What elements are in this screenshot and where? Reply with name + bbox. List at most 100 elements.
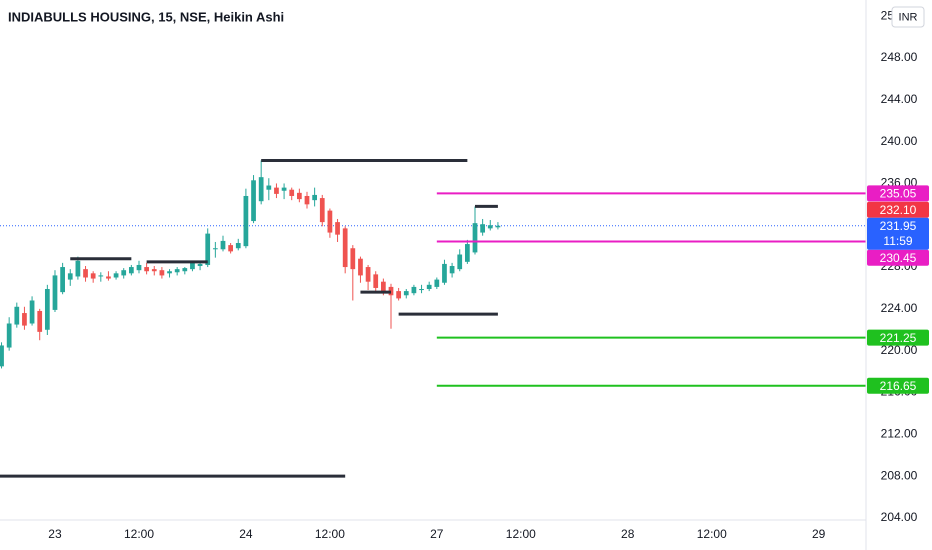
- candle-body: [358, 258, 363, 276]
- y-tick-label: 204.00: [881, 510, 918, 524]
- candle-body: [426, 284, 432, 290]
- price-tag-box: [867, 185, 929, 202]
- candle-body: [274, 187, 279, 194]
- x-tick-label: 29: [812, 527, 826, 541]
- currency[interactable]: INR: [899, 11, 918, 23]
- candle-body: [22, 313, 27, 326]
- price-tag-label: 230.45: [880, 251, 917, 265]
- candle-body: [106, 276, 111, 279]
- x-tick-label: 12:00: [315, 527, 345, 541]
- candle-body: [151, 269, 157, 272]
- price-tag: 235.05: [867, 185, 929, 202]
- candle-body: [29, 300, 35, 324]
- candle-body: [327, 210, 333, 233]
- candle-body: [113, 273, 119, 278]
- candle-body: [60, 267, 65, 293]
- chart-title: INDIABULLS HOUSING, 15, NSE, Heikin Ashi: [8, 9, 284, 24]
- candle-body: [190, 262, 195, 270]
- current-price-box: [867, 217, 929, 250]
- currency-button[interactable]: [891, 6, 925, 28]
- price-tag: 232.10: [867, 201, 929, 218]
- candle-body: [449, 266, 455, 274]
- candle-body: [159, 270, 165, 276]
- candle-body: [121, 270, 127, 276]
- candle-body: [457, 254, 463, 270]
- y-tick-label: 208.00: [881, 468, 918, 482]
- price-tag-label: 232.10: [880, 203, 917, 217]
- candle-body: [67, 273, 73, 280]
- countdown-label: 11:59: [883, 234, 912, 248]
- candle-body: [411, 286, 417, 294]
- candle-body: [419, 289, 424, 291]
- candle-body: [342, 228, 348, 268]
- candle-body: [14, 306, 20, 325]
- y-tick-label: 220.00: [881, 343, 918, 357]
- candle-body: [128, 267, 134, 274]
- candle-body: [480, 224, 486, 233]
- candle-body: [380, 281, 386, 292]
- candle-body: [472, 223, 478, 253]
- candle-body: [182, 268, 188, 272]
- y-tick-label: 240.00: [881, 134, 918, 148]
- price-tag: 221.25: [867, 329, 929, 346]
- candle-body: [167, 271, 172, 274]
- candle-body: [312, 194, 317, 201]
- candle-body: [174, 269, 180, 273]
- candle-body: [373, 274, 379, 288]
- candle-body: [212, 248, 218, 250]
- candle-body: [296, 192, 302, 200]
- y-tick-label: 248.00: [881, 50, 918, 64]
- candle-body: [281, 187, 287, 191]
- price-tag-label: 221.25: [880, 331, 917, 345]
- candle-body: [98, 275, 104, 277]
- candle-body: [75, 260, 81, 277]
- candle-body: [83, 269, 88, 278]
- candle-body: [266, 185, 272, 190]
- candle-body: [434, 279, 440, 287]
- y-tick-label: 244.00: [881, 92, 918, 106]
- y-tick-label: 212.00: [881, 426, 918, 440]
- price-tag: 216.65: [867, 377, 929, 394]
- x-tick-label: 24: [239, 527, 253, 541]
- candle-body: [136, 264, 142, 271]
- candle-body: [6, 323, 12, 348]
- candle-body: [365, 267, 371, 282]
- price-tag-box: [867, 377, 929, 394]
- price-tag-label: 216.65: [880, 379, 917, 393]
- price-tag: 230.45: [867, 249, 929, 266]
- candle-body: [495, 225, 501, 228]
- candle-body: [442, 263, 447, 283]
- candle-body: [319, 198, 325, 223]
- candle-body: [350, 248, 356, 270]
- price-tag-box: [867, 249, 929, 266]
- candle-body: [258, 177, 264, 202]
- candle-body: [304, 195, 310, 205]
- price-tag-box: [867, 201, 929, 218]
- candle-body: [235, 243, 241, 249]
- candle-body: [251, 180, 256, 222]
- candle-body: [220, 240, 226, 250]
- x-tick-label: 27: [430, 527, 444, 541]
- price-tag-box: [867, 329, 929, 346]
- candle-body: [44, 289, 50, 330]
- candle-body: [52, 275, 58, 310]
- candle-body: [243, 195, 249, 247]
- candle-body: [197, 263, 203, 267]
- candle-body: [90, 273, 96, 279]
- current-price-label: 231.95: [880, 219, 917, 233]
- x-tick-label: 23: [48, 527, 62, 541]
- candle-body: [403, 291, 409, 296]
- candle-body: [205, 233, 211, 265]
- y-tick-label: 224.00: [881, 301, 918, 315]
- x-tick-label: 12:00: [506, 527, 536, 541]
- x-tick-label: 12:00: [124, 527, 154, 541]
- candle-body: [487, 225, 493, 229]
- x-tick-label: 28: [621, 527, 635, 541]
- candle-body: [37, 310, 43, 332]
- price-tag-label: 235.05: [880, 187, 917, 201]
- candle-body: [289, 189, 295, 196]
- candle-body: [144, 267, 149, 272]
